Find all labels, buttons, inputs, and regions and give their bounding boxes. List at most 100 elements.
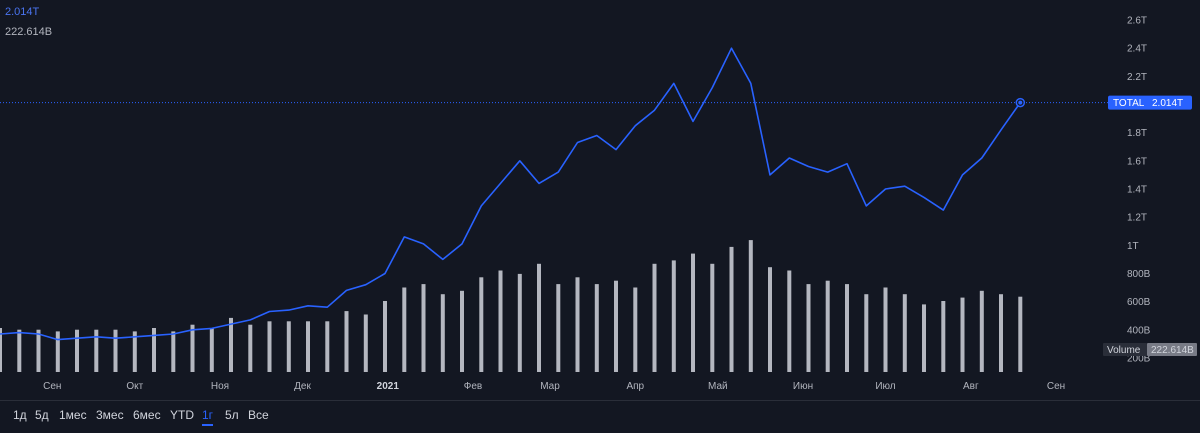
volume-bar [999, 294, 1003, 372]
x-tick-label: Сен [43, 381, 61, 392]
volume-bar [671, 260, 676, 372]
total-series-line [0, 47, 1021, 341]
volume-bar [556, 284, 561, 372]
y-tick-label: 2.6T [1127, 16, 1147, 27]
total-badge-label: TOTAL [1113, 98, 1145, 109]
volume-bar [710, 263, 715, 372]
volume-bar [421, 284, 426, 372]
volume-bar [748, 240, 753, 372]
volume-bar [652, 263, 657, 372]
volume-bar [113, 329, 118, 372]
range-button-5d[interactable]: 5д [35, 408, 49, 422]
volume-bar [94, 329, 99, 372]
legend-total-value: 2.014T [5, 6, 40, 18]
total-price-badge [1108, 95, 1192, 110]
volume-bar [825, 280, 830, 372]
x-tick-label: Апр [626, 381, 644, 392]
x-tick-label: Июн [793, 381, 813, 392]
volume-bar [209, 328, 214, 372]
legend-volume-value: 222.614B [5, 26, 53, 38]
volume-bar [152, 328, 156, 372]
y-tick-label: 2.2T [1127, 72, 1147, 83]
x-tick-label: Ноя [211, 381, 229, 392]
volume-bar [922, 304, 926, 372]
volume-bar [517, 273, 522, 372]
x-tick-label: Сен [1047, 381, 1065, 392]
range-toolbar: 1д 5д 1мес 3мес 6мес YTD 1г 5л Все [0, 400, 1200, 433]
volume-bar [768, 267, 772, 372]
y-tick-label: 1.2T [1127, 213, 1147, 224]
range-button-1m[interactable]: 1мес [59, 408, 87, 422]
volume-bar [248, 324, 253, 372]
volume-bar [1018, 296, 1023, 372]
total-badge-value: 2.014T [1152, 98, 1183, 109]
y-tick-label: 600B [1127, 297, 1151, 308]
x-tick-label: Авг [963, 381, 979, 392]
volume-bar [0, 328, 2, 372]
volume-bar [845, 284, 849, 372]
range-button-1y[interactable]: 1г [202, 408, 214, 426]
volume-badge-value: 222.614B [1151, 345, 1194, 356]
x-tick-label: Май [708, 381, 728, 392]
volume-bar [402, 287, 407, 372]
volume-bar [594, 284, 599, 372]
volume-bar [325, 321, 330, 372]
volume-bar [537, 263, 541, 372]
volume-bar [575, 277, 580, 372]
volume-bar [864, 294, 869, 372]
volume-bar [75, 329, 79, 372]
range-button-3m[interactable]: 3мес [96, 408, 124, 422]
volume-bar [17, 329, 22, 372]
x-tick-label: 2021 [377, 381, 400, 392]
y-tick-label: 800B [1127, 269, 1151, 280]
volume-bar [383, 301, 387, 372]
volume-bar [633, 287, 638, 372]
y-tick-label: 2.4T [1127, 44, 1147, 55]
volume-bar [979, 290, 984, 372]
volume-bar [787, 270, 792, 372]
volume-bar [440, 294, 445, 372]
volume-bar [306, 321, 310, 372]
y-tick-label: 1.8T [1127, 128, 1147, 139]
volume-label-badge [1103, 343, 1147, 356]
volume-bar [55, 331, 60, 372]
volume-bar [229, 317, 233, 372]
volume-bar [498, 270, 503, 372]
volume-bar [883, 287, 888, 372]
volume-bar [479, 277, 484, 372]
range-button-all[interactable]: Все [248, 408, 269, 422]
volume-bar [363, 314, 368, 372]
volume-bar [614, 280, 618, 372]
volume-bar [806, 284, 811, 372]
volume-value-badge [1147, 343, 1197, 356]
last-point-dot [1018, 100, 1023, 105]
y-tick-label: 400B [1127, 325, 1151, 336]
x-tick-label: Мар [540, 381, 560, 392]
volume-bar [941, 301, 946, 372]
range-button-ytd[interactable]: YTD [170, 408, 194, 422]
volume-bar [729, 246, 734, 372]
price-chart[interactable]: 200B400B600B800B1T1.2T1.4T1.6T1.8T2T2.2T… [0, 0, 1200, 400]
volume-bar [344, 311, 349, 372]
volume-bar [691, 253, 695, 372]
volume-bar [190, 324, 195, 372]
x-tick-label: Июл [875, 381, 895, 392]
volume-bar [267, 321, 272, 372]
volume-bar [286, 321, 291, 372]
x-tick-label: Окт [126, 381, 143, 392]
range-button-1d[interactable]: 1д [13, 408, 27, 422]
volume-bar [36, 329, 41, 372]
y-tick-label: 200B [1127, 353, 1151, 364]
x-tick-label: Фев [464, 381, 482, 392]
y-tick-label: 1.4T [1127, 185, 1147, 196]
range-button-5y[interactable]: 5л [225, 408, 239, 422]
y-tick-label: 1T [1127, 241, 1139, 252]
volume-bar [460, 290, 464, 372]
volume-bar [960, 297, 965, 372]
range-button-6m[interactable]: 6мес [133, 408, 161, 422]
y-tick-label: 1.6T [1127, 156, 1147, 167]
x-tick-label: Дек [294, 381, 311, 392]
volume-bar [902, 294, 907, 372]
volume-badge-label: Volume [1107, 345, 1141, 356]
